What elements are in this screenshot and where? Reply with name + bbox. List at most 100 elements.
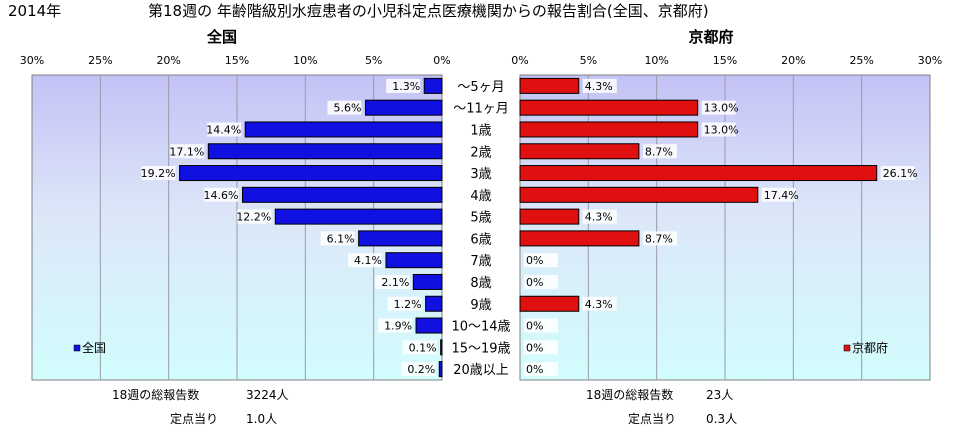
kyoto-data-label: 0% (526, 254, 543, 267)
kyoto-total-label: 18週の総報告数 (586, 388, 674, 402)
national-data-label-bg (375, 274, 410, 289)
kyoto-data-label-bg (582, 209, 617, 224)
kyoto-data-label-bg (524, 274, 558, 289)
kyoto-bar (519, 77, 580, 94)
kyoto-data-label-bg (701, 122, 736, 137)
category-label: 2歳 (470, 145, 491, 160)
national-data-label: 0.2% (407, 363, 435, 376)
national-bar (244, 121, 443, 138)
national-tick-label: 5% (365, 54, 382, 67)
national-data-label-bg (141, 166, 176, 181)
national-data-label: 19.2% (141, 167, 176, 180)
national-data-label: 17.1% (169, 145, 204, 158)
national-bar (207, 143, 443, 160)
category-label: 5歳 (470, 211, 491, 226)
national-data-label: 14.6% (204, 189, 239, 202)
national-per-value: 1.0人 (246, 412, 278, 426)
kyoto-data-label-bg (524, 340, 558, 355)
national-bar (425, 295, 443, 312)
kyoto-data-label: 4.3% (585, 80, 613, 93)
kyoto-tick-label: 5% (580, 54, 597, 67)
national-tick-label: 30% (20, 54, 44, 67)
kyoto-tick-label: 30% (918, 54, 942, 67)
national-tick-label: 20% (156, 54, 180, 67)
national-bar (179, 165, 443, 182)
kyoto-bar (519, 186, 759, 203)
kyoto-bar (519, 208, 580, 225)
national-data-label: 1.9% (384, 320, 412, 333)
category-label: 1歳 (470, 123, 491, 138)
kyoto-data-label: 13.0% (704, 123, 739, 136)
national-data-label-bg (347, 253, 382, 268)
year-label: 2014年 (8, 2, 62, 20)
kyoto-data-label-bg (582, 296, 617, 311)
national-legend-swatch (73, 344, 81, 352)
kyoto-tick-label: 15% (713, 54, 737, 67)
national-data-label: 12.2% (236, 211, 271, 224)
category-label: 10～14歳 (451, 320, 510, 335)
national-tick-label: 10% (293, 54, 317, 67)
national-tick-label: 25% (88, 54, 112, 67)
national-data-label: 1.2% (394, 298, 422, 311)
kyoto-total-value: 23人 (706, 388, 734, 402)
national-data-label-bg (237, 209, 272, 224)
kyoto-tick-label: 25% (849, 54, 873, 67)
national-data-label-bg (387, 296, 422, 311)
national-per-label: 定点当り (170, 412, 219, 426)
category-label: 9歳 (470, 298, 491, 313)
kyoto-data-label-bg (880, 166, 915, 181)
kyoto-bar (519, 165, 878, 182)
kyoto-bar (519, 99, 699, 116)
national-data-label-bg (401, 362, 436, 377)
category-label: 4歳 (470, 189, 491, 204)
kyoto-data-label: 8.7% (645, 232, 673, 245)
kyoto-bar (519, 295, 580, 312)
kyoto-per-value: 0.3人 (706, 412, 738, 426)
kyoto-tick-label: 0% (511, 54, 528, 67)
category-label: 6歳 (470, 232, 491, 247)
kyoto-data-label: 17.4% (764, 189, 799, 202)
kyoto-bar (519, 121, 699, 138)
national-bar (358, 230, 443, 247)
kyoto-bar (519, 143, 640, 160)
national-bar (241, 186, 443, 203)
category-label: ～5ヶ月 (457, 80, 504, 95)
kyoto-bar (519, 230, 640, 247)
kyoto-data-label: 4.3% (585, 298, 613, 311)
national-data-label-bg (207, 122, 242, 137)
category-label: 7歳 (470, 254, 491, 269)
kyoto-per-label: 定点当り (628, 412, 677, 426)
kyoto-legend-label: 京都府 (852, 340, 888, 355)
kyoto-data-label-bg (761, 187, 796, 202)
kyoto-data-label: 0% (526, 276, 543, 289)
national-data-label-bg (204, 187, 239, 202)
national-data-label-bg (327, 100, 362, 115)
national-data-label: 5.6% (334, 102, 362, 115)
national-data-label-bg (170, 144, 205, 159)
national-data-label: 6.1% (327, 232, 355, 245)
national-bar (274, 208, 443, 225)
national-bar (385, 252, 443, 269)
kyoto-legend-swatch (843, 344, 851, 352)
kyoto-data-label-bg (701, 100, 736, 115)
national-data-label: 0.1% (409, 341, 437, 354)
national-data-label: 4.1% (354, 254, 382, 267)
national-bar (438, 361, 443, 378)
national-data-label-bg (378, 318, 413, 333)
kyoto-data-label: 26.1% (883, 167, 918, 180)
kyoto-data-label-bg (642, 144, 677, 159)
population-pyramid-chart: 30% 0% 25% 5% 20% 10% 15% 15% 10% 20% 5% 25% 0% 30% 全国… (20, 28, 942, 381)
national-bar (364, 99, 443, 116)
national-data-label: 2.1% (381, 276, 409, 289)
national-bar (412, 273, 443, 290)
kyoto-tick-label: 20% (781, 54, 805, 67)
kyoto-data-label: 13.0% (704, 102, 739, 115)
national-tick-label: 0% (433, 54, 450, 67)
national-bar (415, 317, 443, 334)
national-total-value: 3224人 (246, 388, 289, 402)
kyoto-data-label-bg (524, 362, 558, 377)
kyoto-panel-title: 京都府 (688, 28, 733, 46)
national-total-label: 18週の総報告数 (112, 388, 200, 402)
national-bar (440, 339, 443, 356)
national-data-label: 14.4% (206, 123, 241, 136)
